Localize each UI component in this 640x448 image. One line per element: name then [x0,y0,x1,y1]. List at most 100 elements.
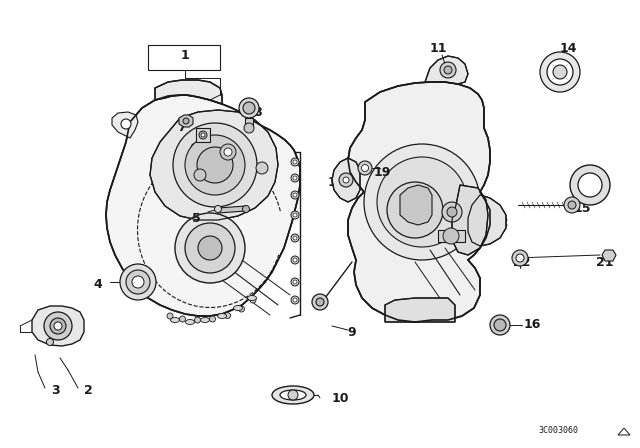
Text: 16: 16 [524,319,541,332]
Circle shape [256,162,268,174]
Circle shape [195,317,200,323]
Circle shape [553,65,567,79]
Circle shape [343,177,349,183]
Circle shape [316,298,324,306]
Circle shape [199,131,207,139]
Circle shape [44,312,72,340]
Circle shape [362,164,369,172]
Text: 1: 1 [180,48,189,61]
Circle shape [54,322,62,330]
Text: 11: 11 [429,42,447,55]
Polygon shape [468,195,506,246]
Circle shape [291,191,299,199]
Circle shape [547,59,573,85]
Text: 4: 4 [93,279,102,292]
Text: 19: 19 [373,165,390,178]
Polygon shape [400,185,432,225]
Circle shape [442,202,462,222]
Circle shape [516,254,524,262]
Circle shape [120,264,156,300]
Circle shape [179,316,186,322]
Polygon shape [218,206,246,213]
Polygon shape [425,56,468,84]
Circle shape [209,316,216,322]
Text: 21: 21 [596,255,614,268]
Circle shape [291,278,299,286]
Text: 12: 12 [492,215,509,228]
Circle shape [198,236,222,260]
Text: 3C003060: 3C003060 [538,426,578,435]
Ellipse shape [186,319,195,324]
Text: 15: 15 [573,202,591,215]
Text: 8: 8 [253,105,262,119]
Text: 9: 9 [348,326,356,339]
Circle shape [239,98,259,118]
Circle shape [225,313,230,319]
Circle shape [291,296,299,304]
Ellipse shape [248,296,257,301]
Circle shape [167,313,173,319]
Polygon shape [150,110,278,220]
Circle shape [568,201,576,209]
Text: 2: 2 [84,383,92,396]
Polygon shape [348,82,490,322]
Circle shape [185,135,245,195]
Circle shape [564,197,580,213]
Text: 7: 7 [177,121,186,134]
Circle shape [291,211,299,219]
Circle shape [291,234,299,242]
Text: 17: 17 [409,206,427,219]
Circle shape [175,213,245,283]
Text: 18: 18 [444,210,461,223]
Circle shape [220,144,236,160]
Circle shape [512,250,528,266]
Circle shape [293,236,297,240]
Circle shape [197,147,233,183]
Circle shape [339,173,353,187]
Text: 5: 5 [191,211,200,224]
Circle shape [293,213,297,217]
Circle shape [239,306,244,312]
Polygon shape [602,250,616,261]
Text: 16: 16 [327,176,345,189]
Polygon shape [196,128,210,142]
Circle shape [540,52,580,92]
Circle shape [224,148,232,156]
Circle shape [578,173,602,197]
Circle shape [126,270,150,294]
Circle shape [121,119,131,129]
Ellipse shape [200,318,209,323]
Circle shape [444,66,452,74]
Text: 14: 14 [559,42,577,55]
Circle shape [293,160,297,164]
Text: 20: 20 [437,232,455,245]
Polygon shape [438,230,465,242]
Circle shape [183,118,189,124]
Circle shape [293,280,297,284]
Circle shape [293,176,297,180]
Circle shape [490,315,510,335]
Circle shape [387,182,443,238]
Text: 10: 10 [332,392,349,405]
Circle shape [132,276,144,288]
Circle shape [570,165,610,205]
Polygon shape [106,95,300,316]
Polygon shape [452,185,488,255]
Text: 3: 3 [51,383,60,396]
Circle shape [243,102,255,114]
Polygon shape [385,298,455,322]
Circle shape [47,339,54,345]
Circle shape [312,294,328,310]
Circle shape [291,256,299,264]
Polygon shape [32,306,84,346]
Polygon shape [112,112,138,138]
Circle shape [293,193,297,197]
Circle shape [50,318,66,334]
Circle shape [201,133,205,137]
Circle shape [173,123,257,207]
Circle shape [447,207,457,217]
Circle shape [293,298,297,302]
Ellipse shape [170,318,179,323]
Circle shape [291,158,299,166]
Circle shape [440,62,456,78]
